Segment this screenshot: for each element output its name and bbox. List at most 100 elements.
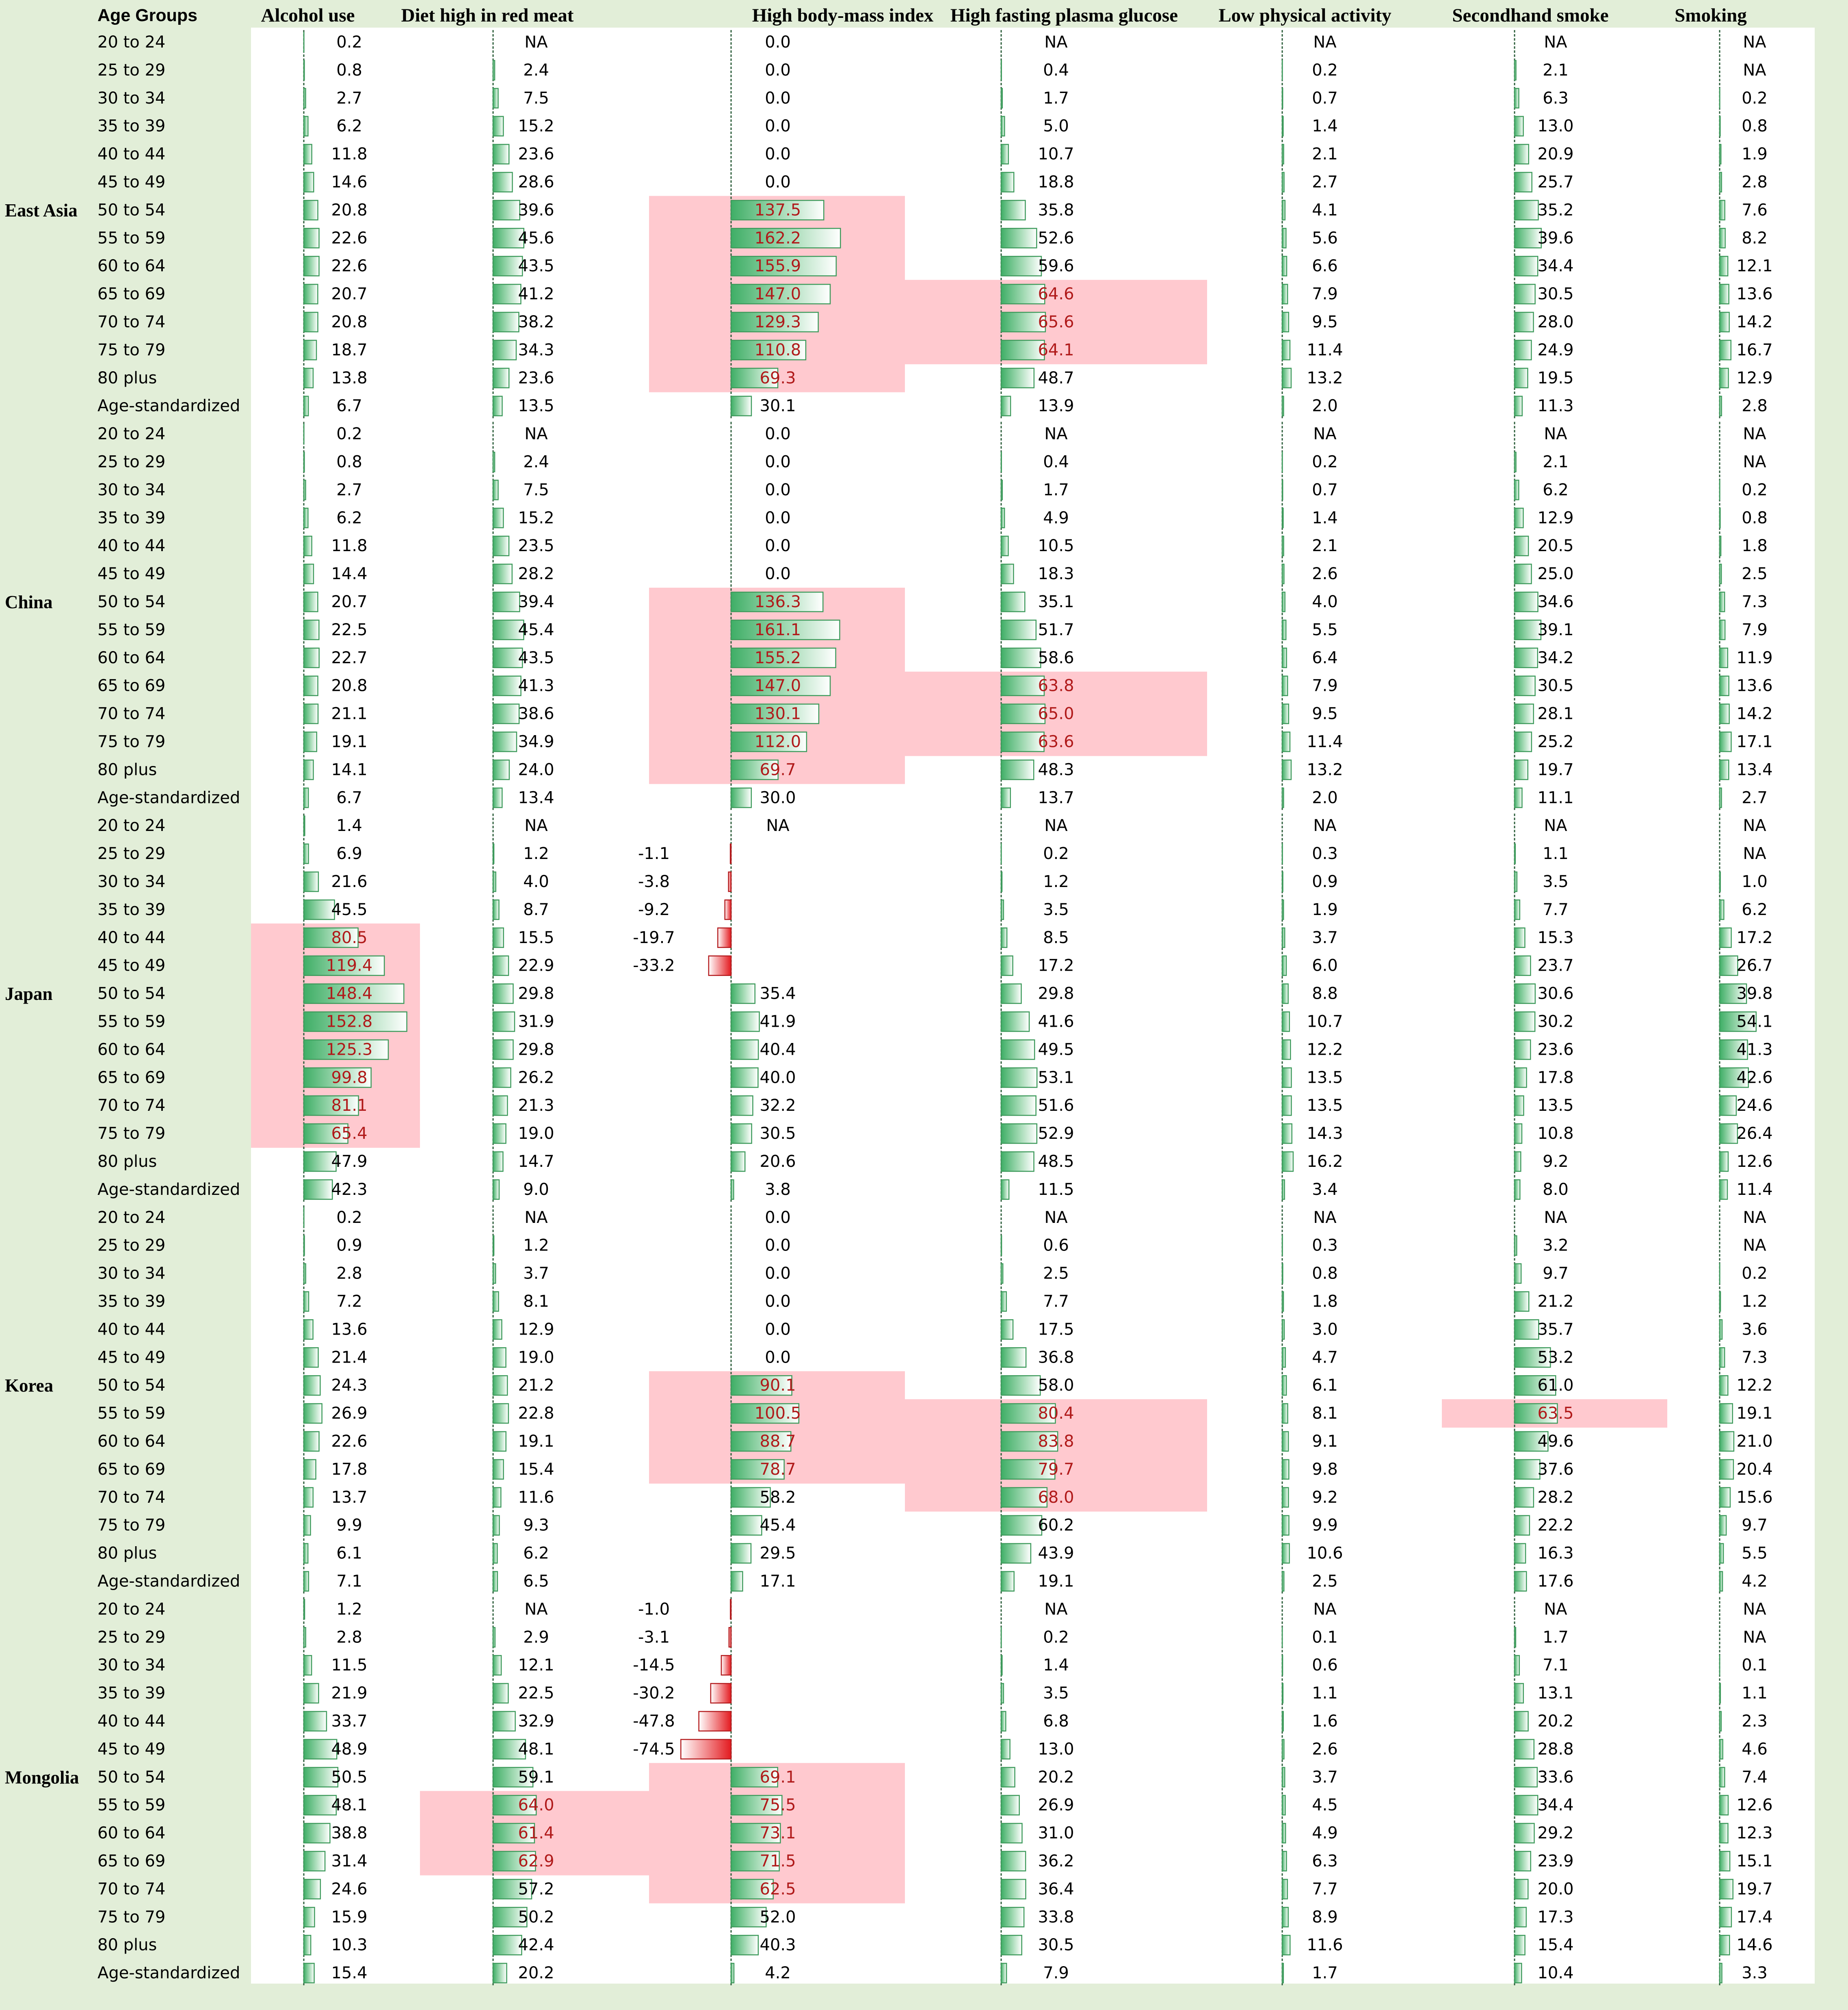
data-bar bbox=[1719, 255, 1729, 277]
data-bar bbox=[1281, 535, 1284, 556]
data-bar bbox=[1514, 1375, 1556, 1396]
age-group-label: Age-standardized bbox=[97, 1964, 240, 1982]
age-group-label: 20 to 24 bbox=[97, 1208, 165, 1227]
value-label: 13.5 bbox=[518, 397, 554, 415]
data-bar bbox=[1000, 927, 1008, 948]
value-label: 0.2 bbox=[336, 425, 362, 444]
value-label: -3.8 bbox=[638, 872, 670, 891]
value-label: 7.5 bbox=[523, 480, 549, 499]
value-label: 6.2 bbox=[336, 117, 362, 136]
data-bar bbox=[303, 871, 319, 892]
value-label: 8.8 bbox=[1312, 984, 1338, 1003]
data-bar bbox=[492, 1347, 506, 1368]
data-bar bbox=[1719, 1571, 1723, 1592]
data-bar bbox=[1000, 88, 1003, 109]
data-bar bbox=[717, 927, 732, 948]
age-group-label: 50 to 54 bbox=[97, 1376, 165, 1395]
value-label: 0.2 bbox=[1312, 453, 1338, 472]
data-bar bbox=[1281, 283, 1288, 305]
value-label: 64.1 bbox=[1038, 341, 1074, 359]
age-group-label: 45 to 49 bbox=[97, 1740, 165, 1759]
value-label: 38.8 bbox=[331, 1824, 367, 1843]
age-group-label: 80 plus bbox=[97, 369, 157, 387]
data-bar bbox=[1514, 1823, 1535, 1843]
value-label: 0.8 bbox=[1742, 508, 1768, 527]
value-label: NA bbox=[1743, 453, 1766, 472]
data-bar bbox=[492, 1095, 508, 1116]
data-bar bbox=[1000, 1347, 1027, 1368]
text-layer: Age Groups Alcohol use Diet high in red me… bbox=[5, 5, 1773, 1982]
data-bar bbox=[492, 1515, 500, 1536]
data-bar bbox=[303, 647, 320, 669]
data-bar bbox=[1000, 983, 1022, 1004]
data-bar bbox=[708, 955, 732, 976]
value-label: 0.0 bbox=[765, 1320, 791, 1339]
data-bar bbox=[1281, 1962, 1284, 1984]
value-label: 6.2 bbox=[1543, 480, 1569, 499]
region-label: East Asia bbox=[5, 200, 78, 221]
data-bar bbox=[303, 340, 317, 361]
data-bar bbox=[492, 340, 517, 361]
value-label: 15.5 bbox=[518, 928, 554, 947]
data-bar bbox=[1514, 452, 1517, 472]
value-label: 47.9 bbox=[331, 1152, 367, 1171]
value-label: 48.5 bbox=[1038, 1152, 1074, 1171]
value-label: 29.5 bbox=[760, 1544, 796, 1563]
value-label: 15.4 bbox=[518, 1460, 554, 1479]
data-bar bbox=[492, 116, 504, 136]
value-label: 7.3 bbox=[1742, 1348, 1768, 1367]
value-label: 1.7 bbox=[1312, 1964, 1338, 1982]
value-label: 12.2 bbox=[1736, 1376, 1772, 1395]
data-bar bbox=[698, 1711, 732, 1732]
value-label: NA bbox=[1313, 816, 1337, 835]
value-label: 9.0 bbox=[523, 1180, 549, 1199]
data-bar bbox=[1514, 1179, 1521, 1200]
data-bar bbox=[492, 1039, 514, 1060]
value-label: 35.8 bbox=[1038, 201, 1074, 219]
value-label: 24.3 bbox=[331, 1376, 367, 1395]
age-group-label: 65 to 69 bbox=[97, 1460, 165, 1479]
data-bar bbox=[1514, 1011, 1536, 1032]
data-bar bbox=[1514, 1543, 1526, 1564]
value-label: 4.6 bbox=[1742, 1740, 1768, 1759]
data-bar bbox=[1281, 731, 1291, 752]
value-label: 61.4 bbox=[518, 1824, 554, 1843]
data-bar bbox=[1719, 1431, 1735, 1452]
value-label: 24.6 bbox=[1736, 1096, 1772, 1115]
value-label: 12.2 bbox=[1307, 1040, 1343, 1059]
data-bar bbox=[1719, 703, 1730, 724]
value-label: 3.5 bbox=[1043, 1684, 1069, 1703]
value-label: 3.6 bbox=[1742, 1320, 1768, 1339]
data-bar bbox=[730, 1795, 783, 1815]
value-label: 4.0 bbox=[1312, 593, 1338, 611]
data-bar bbox=[1281, 1934, 1291, 1956]
value-label: 2.8 bbox=[336, 1264, 362, 1283]
value-label: 42.6 bbox=[1736, 1068, 1772, 1087]
value-label: 53.1 bbox=[1038, 1068, 1074, 1087]
value-label: NA bbox=[524, 425, 548, 444]
data-bar bbox=[303, 1263, 306, 1284]
data-bar bbox=[1281, 1543, 1290, 1564]
age-group-label: 25 to 29 bbox=[97, 453, 165, 472]
value-label: 0.2 bbox=[336, 1208, 362, 1227]
data-bar bbox=[1514, 759, 1528, 780]
value-label: 9.7 bbox=[1742, 1516, 1768, 1535]
data-bar bbox=[1514, 871, 1518, 892]
age-group-label: 55 to 59 bbox=[97, 621, 165, 639]
value-label: 3.4 bbox=[1312, 1180, 1338, 1199]
age-group-label: 80 plus bbox=[97, 1152, 157, 1171]
data-bar bbox=[492, 1851, 536, 1872]
data-bar bbox=[1719, 228, 1726, 249]
age-group-label: 40 to 44 bbox=[97, 1712, 165, 1731]
data-bar bbox=[1514, 116, 1524, 136]
age-group-label: 70 to 74 bbox=[97, 1880, 165, 1898]
data-bar bbox=[1281, 1263, 1283, 1284]
data-bar bbox=[1000, 60, 1002, 81]
age-group-label: Age-standardized bbox=[97, 397, 240, 415]
data-bar bbox=[1719, 983, 1747, 1004]
data-bar bbox=[303, 619, 320, 640]
value-label: 1.9 bbox=[1312, 900, 1338, 919]
value-label: 52.9 bbox=[1038, 1124, 1074, 1143]
data-bar bbox=[1281, 1347, 1286, 1368]
data-bar bbox=[303, 1851, 326, 1872]
